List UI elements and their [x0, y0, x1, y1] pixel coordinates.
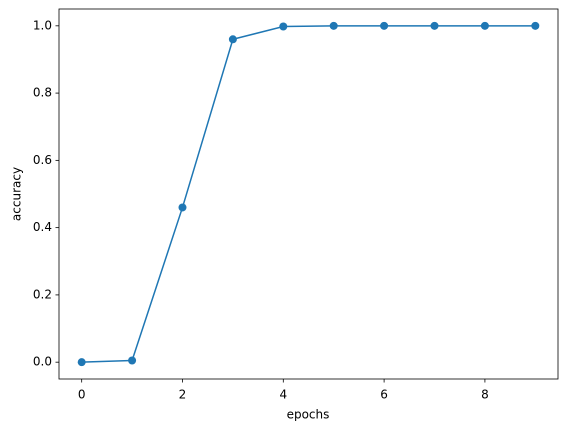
x-axis-label: epochs [287, 408, 330, 422]
plot-frame [58, 8, 559, 380]
y-axis-label: accuracy [10, 167, 24, 221]
y-tick-label: 0.0 [33, 355, 52, 369]
data-point [128, 356, 137, 365]
data-point [178, 203, 187, 212]
data-point [480, 21, 489, 30]
data-point [531, 21, 540, 30]
data-point [329, 21, 338, 30]
data-point [380, 21, 389, 30]
data-point [77, 358, 86, 367]
y-tick-label: 0.8 [33, 86, 52, 100]
y-tick-label: 1.0 [33, 18, 52, 32]
x-tick-label: 2 [179, 388, 187, 402]
data-point [430, 21, 439, 30]
data-line [81, 25, 536, 363]
x-tick-label: 8 [481, 388, 489, 402]
y-tick-label: 0.2 [33, 287, 52, 301]
y-tick-label: 0.6 [33, 153, 52, 167]
x-tick-label: 0 [78, 388, 86, 402]
y-tick-label: 0.4 [33, 220, 52, 234]
data-point [228, 35, 237, 44]
data-point [279, 22, 288, 31]
x-tick-label: 4 [279, 388, 287, 402]
x-tick-label: 6 [380, 388, 388, 402]
